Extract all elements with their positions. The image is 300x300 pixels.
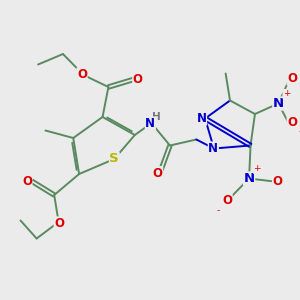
Text: -: - (217, 206, 220, 215)
Text: -: - (298, 127, 300, 136)
Text: O: O (54, 217, 64, 230)
Text: N: N (244, 172, 255, 185)
Text: N: N (196, 112, 207, 125)
Text: O: O (272, 175, 283, 188)
Text: N: N (208, 142, 218, 155)
Text: +: + (254, 164, 261, 173)
Text: N: N (273, 97, 284, 110)
Text: O: O (287, 72, 297, 85)
Text: O: O (133, 73, 143, 86)
Text: O: O (222, 194, 232, 208)
Text: H: H (152, 112, 161, 122)
Text: O: O (22, 175, 32, 188)
Text: O: O (287, 116, 297, 130)
Text: S: S (110, 152, 119, 166)
Text: O: O (77, 68, 87, 81)
Text: O: O (153, 167, 163, 180)
Text: +: + (283, 89, 290, 98)
Text: N: N (145, 117, 155, 130)
